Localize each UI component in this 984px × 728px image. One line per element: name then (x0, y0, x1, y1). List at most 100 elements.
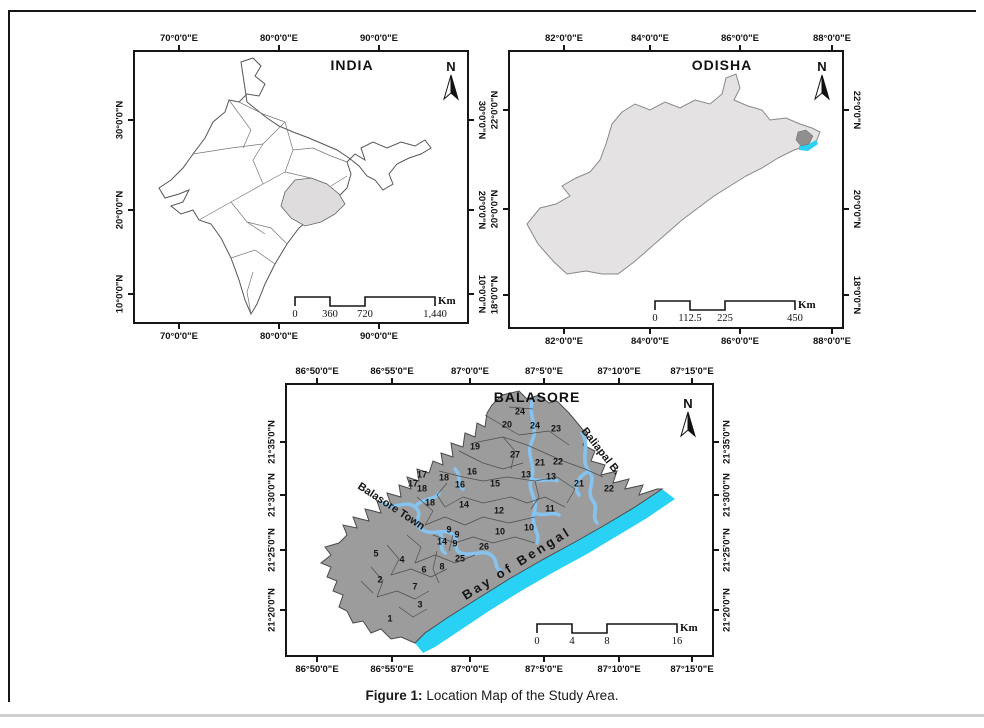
lon-label: 87°0'0"E (450, 366, 490, 377)
lat-label: 21°20'0"N (266, 588, 278, 632)
odisha-highlight (280, 177, 346, 227)
odisha-outline (526, 73, 821, 275)
lon-label: 84°0'0"E (630, 33, 670, 44)
caption-text: Location Map of the Study Area. (426, 688, 619, 703)
lon-label: 87°10'0"E (597, 664, 641, 675)
lon-label: 70°0'0"E (159, 33, 199, 44)
region-number: 9 (452, 538, 457, 548)
region-number: 3 (417, 599, 422, 609)
lat-label: 20°0'0"N (851, 189, 863, 229)
balasore-coast-sliver (799, 140, 818, 151)
lon-label: 88°0'0"E (812, 336, 852, 347)
lat-label: 10°0'0"N (114, 274, 126, 314)
scale-tick: 16 (672, 636, 683, 645)
lat-label: 30°0'0"N (476, 100, 488, 140)
balasore-north-arrow: N (678, 397, 698, 438)
region-number: 20 (502, 419, 512, 429)
india-map (158, 57, 432, 316)
region-number: 24 (515, 406, 525, 416)
north-letter: N (683, 396, 693, 411)
scale-tick: 0 (292, 309, 297, 318)
lon-label: 87°15'0"E (670, 366, 714, 377)
odisha-map (526, 73, 821, 275)
lat-label: 21°25'0"N (266, 528, 278, 572)
region-number: 7 (412, 581, 417, 591)
odisha-scale-bar: 0 112.5 225 450 Km (652, 299, 815, 322)
region-number: 10 (524, 522, 534, 532)
lat-label: 20°0'0"N (114, 190, 126, 230)
region-number: 18 (425, 497, 435, 507)
balasore-title: BALASORE (493, 389, 581, 405)
region-number: 19 (470, 441, 480, 451)
block-boundaries (360, 406, 604, 618)
page-top-rule (8, 10, 976, 12)
region-number: 17 (417, 469, 427, 479)
balasore-scale-bar: 0 4 8 16 Km (534, 622, 697, 645)
lon-label: 87°0'0"E (450, 664, 490, 675)
scale-tick: 1,440 (423, 309, 447, 318)
lon-label: 88°0'0"E (812, 33, 852, 44)
scale-tick: 720 (357, 309, 373, 318)
lat-label: 22°0'0"N (489, 90, 501, 130)
india-title: INDIA (330, 57, 374, 73)
region-number: 24 (530, 420, 540, 430)
lat-label: 10°0'0"N (476, 274, 488, 314)
region-number: 11 (545, 503, 555, 513)
region-number: 26 (479, 541, 489, 551)
region-number: 10 (495, 526, 505, 536)
india-map-panel: INDIA N 0 360 720 1,440 Km 70°0'0"E 80°0… (115, 33, 488, 342)
scale-tick: 8 (604, 636, 609, 645)
lon-label: 80°0'0"E (259, 331, 299, 342)
lat-label: 20°0'0"N (476, 190, 488, 230)
region-number: 21 (535, 457, 545, 467)
scale-tick: 4 (569, 636, 575, 645)
north-letter: N (446, 59, 456, 74)
balasore-district-highlight (795, 129, 814, 147)
region-number: 5 (373, 548, 378, 558)
lon-label: 86°0'0"E (720, 336, 760, 347)
lon-label: 70°0'0"E (159, 331, 199, 342)
region-number: 2 (377, 574, 382, 584)
balasore-district-outline (320, 390, 664, 644)
region-number: 6 (421, 564, 426, 574)
figure-caption: Figure 1: Location Map of the Study Area… (0, 688, 984, 703)
region-number: 9 (454, 529, 459, 539)
odisha-title: ODISHA (691, 57, 753, 73)
lon-label: 86°50'0"E (295, 664, 339, 675)
lon-label: 90°0'0"E (359, 331, 399, 342)
region-number: 14 (437, 536, 447, 546)
caption-prefix: Figure 1: (365, 688, 423, 703)
region-number: 18 (417, 483, 427, 493)
region-number: 4 (399, 554, 404, 564)
lat-label: 21°30'0"N (266, 473, 278, 517)
india-state-borders (192, 99, 348, 315)
balasore-map: 24 20 24 23 19 27 21 22 13 13 21 22 16 1… (320, 390, 675, 653)
region-number: 27 (510, 449, 520, 459)
lon-label: 82°0'0"E (544, 336, 584, 347)
odisha-map-panel: ODISHA N 0 112.5 225 450 Km 82°0'0"E 84°… (490, 33, 863, 347)
north-letter: N (817, 59, 827, 74)
region-number: 1 (387, 613, 392, 623)
lon-label: 86°55'0"E (370, 366, 414, 377)
india-scale-bar: 0 360 720 1,440 Km (292, 295, 455, 318)
scale-tick: 225 (717, 313, 733, 322)
lat-label: 22°0'0"N (851, 90, 863, 130)
region-number: 13 (546, 471, 556, 481)
lat-label: 21°30'0"N (721, 473, 733, 517)
india-north-arrow: N (441, 60, 461, 101)
odisha-north-arrow: N (812, 60, 832, 101)
north-arrow-icon (814, 74, 830, 101)
lon-label: 87°15'0"E (670, 664, 714, 675)
lat-label: 18°0'0"N (489, 275, 501, 315)
region-number: 16 (455, 479, 465, 489)
lat-label: 20°0'0"N (489, 189, 501, 229)
region-number: 9 (446, 524, 451, 534)
scale-tick: 450 (787, 313, 803, 322)
lat-label: 21°35'0"N (266, 420, 278, 464)
region-number: 16 (467, 466, 477, 476)
lon-label: 80°0'0"E (259, 33, 299, 44)
region-number: 21 (574, 478, 584, 488)
lat-label: 21°20'0"N (721, 588, 733, 632)
scale-tick: 0 (652, 313, 657, 322)
